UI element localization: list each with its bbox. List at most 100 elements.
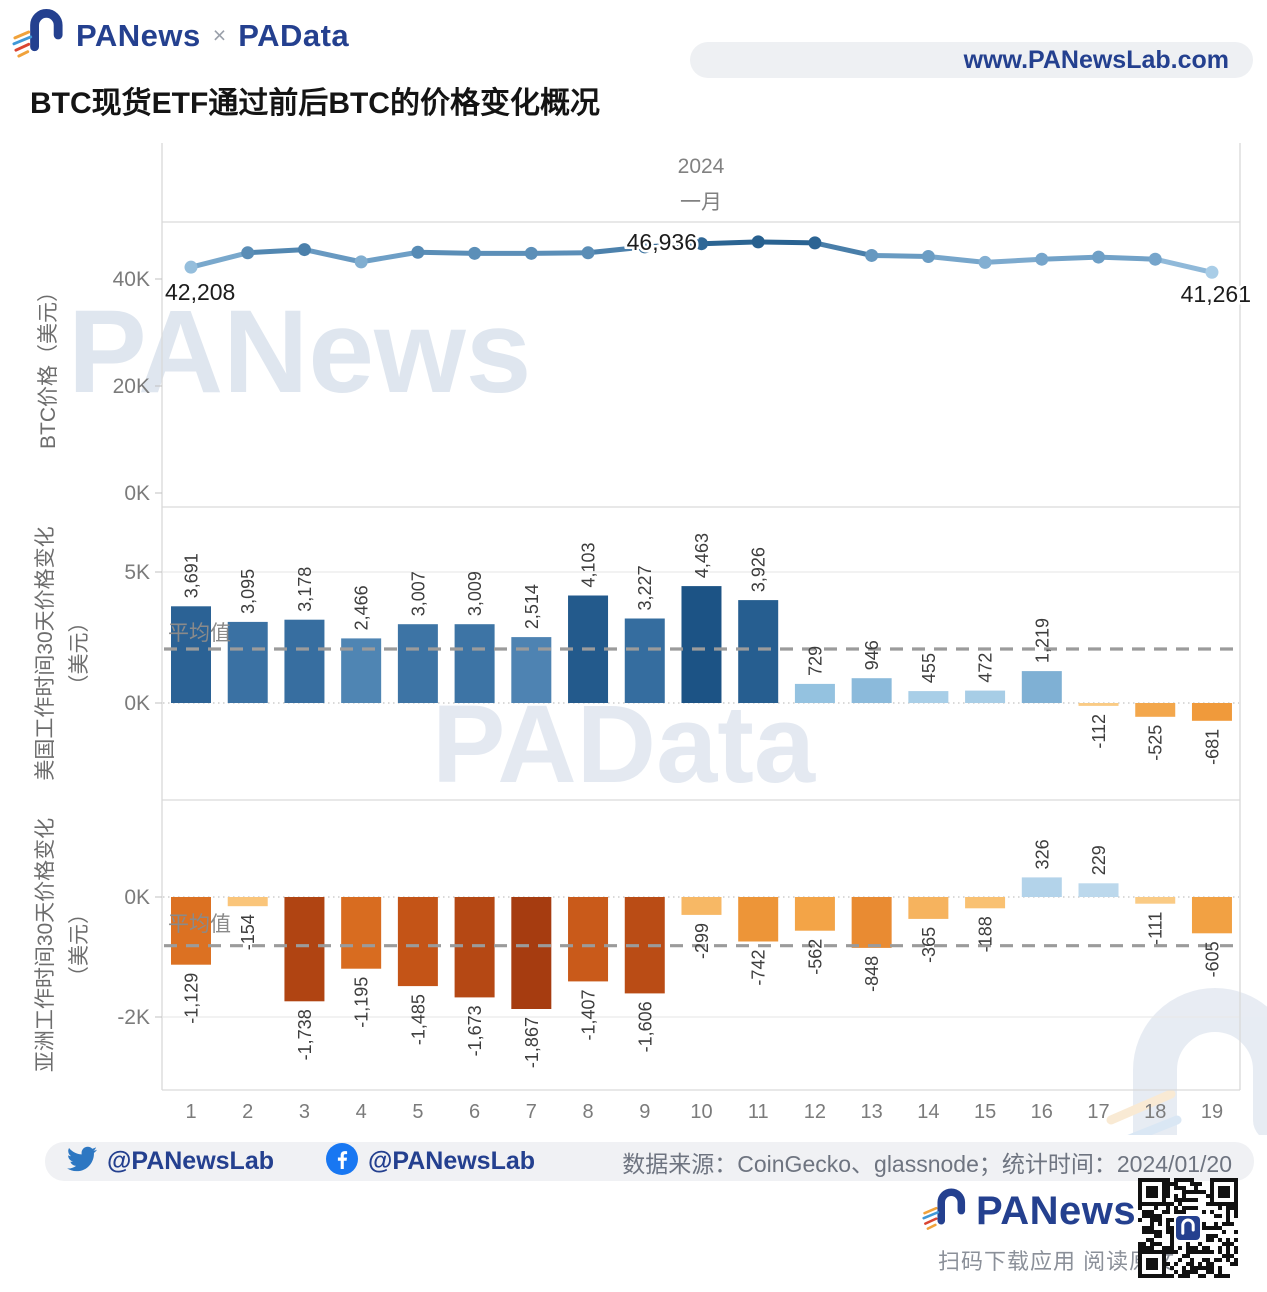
- x-tick-label: 4: [356, 1101, 367, 1123]
- price-point: [921, 250, 935, 264]
- panews-logo-icon-small: [922, 1186, 968, 1237]
- bar-value-label: -1,867: [522, 1017, 542, 1068]
- bar-day-5: [397, 624, 438, 703]
- axis-title-asia-change-sub: （美元）: [68, 903, 91, 987]
- bar-value-label: -605: [1202, 941, 1222, 977]
- x-tick-label: 18: [1144, 1101, 1166, 1123]
- x-tick-label: 15: [974, 1101, 996, 1123]
- price-point-label: 41,261: [1181, 281, 1251, 307]
- price-line-segment: [245, 247, 307, 256]
- bar-value-label: -848: [862, 956, 882, 992]
- bar-day-17: [1078, 703, 1119, 706]
- bar-value-label: 3,227: [635, 565, 655, 610]
- bar-value-label: -365: [919, 927, 939, 963]
- bar-value-label: 2,466: [352, 585, 372, 630]
- price-point: [978, 255, 992, 269]
- bar-value-label: 4,463: [692, 533, 712, 578]
- bar-day-11: [738, 600, 779, 703]
- price-point: [241, 246, 255, 260]
- bar-day-13: [851, 897, 892, 948]
- x-tick-label: 13: [861, 1101, 883, 1123]
- bar-day-1: [171, 897, 211, 965]
- watermark-logo-mark: [1106, 988, 1267, 1135]
- footer-brand: PANews: [922, 1186, 1136, 1237]
- bar-day-9: [624, 618, 665, 703]
- bar-value-label: 3,095: [238, 569, 258, 614]
- logo-separator: ×: [212, 22, 227, 48]
- price-line-segment: [415, 249, 478, 256]
- bar-value-label: 455: [919, 653, 939, 683]
- panews-n-mark: [922, 1188, 966, 1230]
- x-tick-label: 14: [917, 1101, 939, 1123]
- footer-brand-text: PANews: [976, 1189, 1137, 1233]
- bar-day-19: [1191, 703, 1232, 721]
- x-tick-label: 10: [690, 1101, 712, 1123]
- logo-text: PANews: [76, 17, 201, 53]
- x-tick-label: 19: [1201, 1101, 1223, 1123]
- x-tick-label: 7: [526, 1101, 537, 1123]
- bar-day-6: [454, 624, 495, 703]
- price-point-label: 42,208: [165, 279, 235, 305]
- bar-value-label: -1,738: [295, 1009, 315, 1060]
- mean-label: 平均值: [168, 913, 231, 936]
- bar-value-label: 1,219: [1032, 618, 1052, 663]
- facebook-handle: @PANewsLab: [368, 1147, 536, 1175]
- twitter-icon: [67, 1144, 98, 1179]
- bar-value-label: -1,195: [352, 977, 372, 1028]
- bar-day-18: [1135, 897, 1176, 904]
- price-line-segment: [188, 250, 251, 270]
- bar-value-label: -1,673: [465, 1005, 485, 1056]
- bar-day-2: [227, 897, 268, 907]
- price-point-label: 46,936: [627, 229, 697, 255]
- bar-day-3: [284, 897, 325, 1002]
- bar-day-17: [1078, 883, 1119, 897]
- bar-value-label: 3,007: [408, 571, 428, 616]
- panews-logo-icon: [12, 6, 66, 65]
- bar-day-2: [227, 621, 268, 703]
- bar-day-13: [851, 678, 892, 703]
- bar-day-10: [681, 897, 722, 915]
- x-tick-label: 2: [242, 1101, 253, 1123]
- axis-title-us-change-sub: （美元）: [68, 612, 91, 696]
- x-tick-label: 3: [299, 1101, 310, 1123]
- x-tick-label: 16: [1031, 1101, 1053, 1123]
- bar-value-label: 3,009: [465, 571, 485, 616]
- y-tick-label: 0K: [124, 886, 150, 909]
- bar-day-15: [965, 897, 1006, 909]
- price-point: [751, 235, 765, 249]
- bar-value-label: 3,926: [749, 547, 769, 592]
- watermark-panews: PANews: [68, 286, 531, 418]
- price-line-segment: [642, 241, 704, 250]
- price-point: [184, 260, 198, 274]
- bar-value-label: -111: [1146, 912, 1166, 945]
- bar-day-8: [568, 897, 609, 982]
- price-line-segment: [925, 254, 988, 265]
- bar-value-label: -1,129: [182, 973, 202, 1024]
- scan-hint-text: 扫码下载应用 阅读原文: [938, 1249, 1176, 1274]
- bar-value-label: -1,606: [635, 1001, 655, 1052]
- bar-value-label: 946: [862, 640, 882, 670]
- price-line-segment: [358, 249, 421, 265]
- x-tick-label: 1: [185, 1101, 196, 1123]
- bar-value-label: -525: [1146, 725, 1166, 761]
- bar-day-15: [965, 690, 1006, 703]
- price-point: [1148, 252, 1162, 266]
- y-tick-label: 0K: [124, 482, 150, 505]
- bar-value-label: -112: [1089, 714, 1109, 749]
- bar-day-14: [908, 691, 949, 703]
- bar-value-label: -188: [976, 916, 996, 952]
- bar-day-5: [397, 897, 438, 987]
- price-point: [297, 243, 311, 257]
- site-url: www.PANewsLab.com: [963, 45, 1229, 74]
- footer-bar: @PANewsLab @PANewsLab 数据来源：CoinGecko、gla…: [45, 1142, 1254, 1181]
- price-line-segment: [528, 250, 591, 256]
- x-tick-label: 5: [412, 1101, 423, 1123]
- bar-day-3: [284, 619, 325, 703]
- bar-day-18: [1135, 703, 1176, 717]
- month-label: 一月: [680, 191, 722, 214]
- bar-value-label: 2,514: [522, 584, 542, 629]
- mean-label: 平均值: [168, 622, 231, 645]
- bar-day-16: [1021, 671, 1062, 703]
- bar-day-10: [681, 586, 722, 703]
